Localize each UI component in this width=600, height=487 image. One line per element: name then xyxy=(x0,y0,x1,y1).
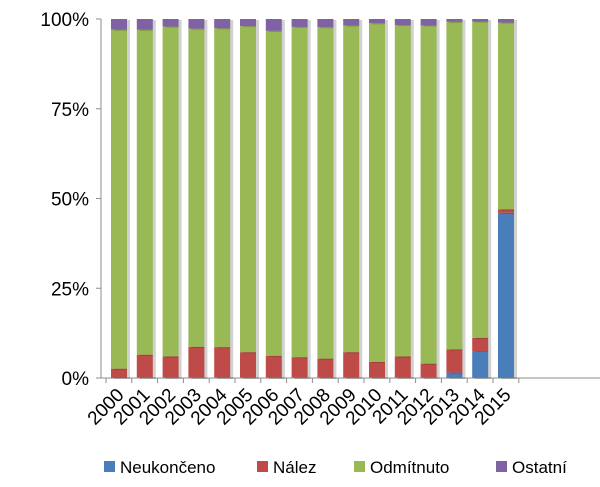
y-tick-label: 25% xyxy=(51,279,89,300)
legend-label: Nález xyxy=(273,458,316,477)
bar-shadow xyxy=(243,378,259,379)
bar-segment-n-lez-2007 xyxy=(291,357,308,378)
bar-segment-n-lez-2011 xyxy=(394,356,411,378)
bar-segment-odm-tnuto-2006 xyxy=(265,30,282,356)
bar-shadow xyxy=(320,378,337,379)
bar-segment-n-lez-2012 xyxy=(420,363,437,378)
bar-segment-odm-tnuto-2014 xyxy=(472,21,489,338)
bar-segment-n-lez-2014 xyxy=(472,337,489,352)
bar-segment-odm-tnuto-2010 xyxy=(369,23,385,362)
bar-segment-odm-tnuto-2003 xyxy=(188,28,205,347)
bar-segment-n-lez-2006 xyxy=(265,355,282,378)
bar-segment-neukon-eno-2007 xyxy=(291,377,308,378)
bar-segment-n-lez-2005 xyxy=(240,352,256,378)
bar-segment-ostatn--2000 xyxy=(111,19,127,30)
bar-segment-ostatn--2011 xyxy=(394,19,411,26)
bars xyxy=(111,19,517,379)
bar-shadow xyxy=(191,378,208,379)
bar-segment-ostatn--2014 xyxy=(472,19,489,22)
bar-segment-odm-tnuto-2012 xyxy=(420,25,437,364)
bar-segment-ostatn--2005 xyxy=(240,19,256,27)
bar-segment-odm-tnuto-2007 xyxy=(291,26,308,358)
bar-segment-neukon-eno-2009 xyxy=(343,377,360,378)
bar-segment-ostatn--2015 xyxy=(498,19,514,23)
bar-segment-odm-tnuto-2005 xyxy=(240,26,256,353)
bar-segment-ostatn--2010 xyxy=(369,19,385,24)
bar-segment-neukon-eno-2013 xyxy=(446,372,463,378)
bar-segment-ostatn--2008 xyxy=(317,19,334,28)
legend-swatch xyxy=(257,461,268,472)
legend-label: Odmítnuto xyxy=(370,458,449,477)
bar-shadow xyxy=(346,378,363,379)
bar-segment-n-lez-2001 xyxy=(136,354,153,378)
y-tick-label: 75% xyxy=(51,100,89,121)
y-tick-label: 50% xyxy=(51,190,89,211)
x-axis: 2000200120022003200420052006200720082009… xyxy=(84,377,600,429)
bar-segment-ostatn--2004 xyxy=(214,19,231,29)
bar-segment-ostatn--2003 xyxy=(188,19,205,29)
bar-segment-neukon-eno-2006 xyxy=(265,377,282,378)
bar-segment-neukon-eno-2014 xyxy=(472,351,489,378)
bar-segment-ostatn--2012 xyxy=(420,19,437,26)
bar-segment-odm-tnuto-2000 xyxy=(111,29,127,369)
legend: Neukončeno Nález Odmítnuto Ostatní xyxy=(104,458,567,477)
bar-segment-neukon-eno-2003 xyxy=(188,377,205,378)
bar-segment-odm-tnuto-2002 xyxy=(162,26,179,357)
bar-segment-n-lez-2013 xyxy=(446,349,463,373)
y-tick-label: 0% xyxy=(62,369,90,390)
bar-segment-neukon-eno-2001 xyxy=(136,377,153,378)
bar-segment-n-lez-2000 xyxy=(111,368,127,378)
bar-segment-odm-tnuto-2009 xyxy=(343,25,360,353)
bar-segment-n-lez-2003 xyxy=(188,346,205,378)
bar-segment-ostatn--2001 xyxy=(136,19,153,30)
bar-shadow xyxy=(294,378,311,379)
bar-segment-n-lez-2009 xyxy=(343,352,360,378)
bar-segment-ostatn--2006 xyxy=(265,19,282,31)
bar-shadow xyxy=(139,378,156,379)
bar-segment-neukon-eno-2015 xyxy=(498,212,514,378)
bar-segment-n-lez-2002 xyxy=(162,356,179,378)
legend-label: Neukončeno xyxy=(120,458,215,477)
bar-segment-odm-tnuto-2013 xyxy=(446,21,463,350)
bar-segment-odm-tnuto-2008 xyxy=(317,27,334,359)
bar-segment-ostatn--2007 xyxy=(291,19,308,27)
bar-segment-n-lez-2008 xyxy=(317,358,334,378)
bar-shadow xyxy=(217,378,234,379)
bar-segment-odm-tnuto-2011 xyxy=(394,25,411,357)
bar-segment-n-lez-2015 xyxy=(498,209,514,213)
legend-swatch xyxy=(354,461,365,472)
bar-shadow xyxy=(423,378,440,379)
bar-shadow xyxy=(165,378,182,379)
bar-segment-neukon-eno-2011 xyxy=(394,377,411,378)
y-tick-label: 100% xyxy=(40,10,89,31)
bar-segment-n-lez-2010 xyxy=(369,361,385,378)
bar-shadow xyxy=(397,378,414,379)
bar-segment-neukon-eno-2004 xyxy=(214,377,231,378)
bar-segment-neukon-eno-2002 xyxy=(162,377,179,378)
bar-segment-neukon-eno-2005 xyxy=(240,377,256,378)
y-axis: 0% 25% 50% 75% 100% xyxy=(40,10,102,390)
legend-swatch xyxy=(496,461,507,472)
bar-shadow xyxy=(268,378,285,379)
legend-swatch xyxy=(104,461,115,472)
bar-segment-ostatn--2013 xyxy=(446,19,463,22)
bar-segment-neukon-eno-2010 xyxy=(369,377,385,378)
bar-segment-odm-tnuto-2001 xyxy=(136,29,153,355)
bar-segment-neukon-eno-2008 xyxy=(317,377,334,378)
bar-segment-n-lez-2004 xyxy=(214,347,231,378)
bar-segment-ostatn--2002 xyxy=(162,19,179,27)
bar-segment-odm-tnuto-2015 xyxy=(498,22,514,210)
bar-segment-neukon-eno-2012 xyxy=(420,377,437,378)
bar-segment-ostatn--2009 xyxy=(343,19,360,26)
legend-label: Ostatní xyxy=(512,458,567,477)
bar-segment-odm-tnuto-2004 xyxy=(214,28,231,348)
bar-shadow xyxy=(372,378,388,379)
